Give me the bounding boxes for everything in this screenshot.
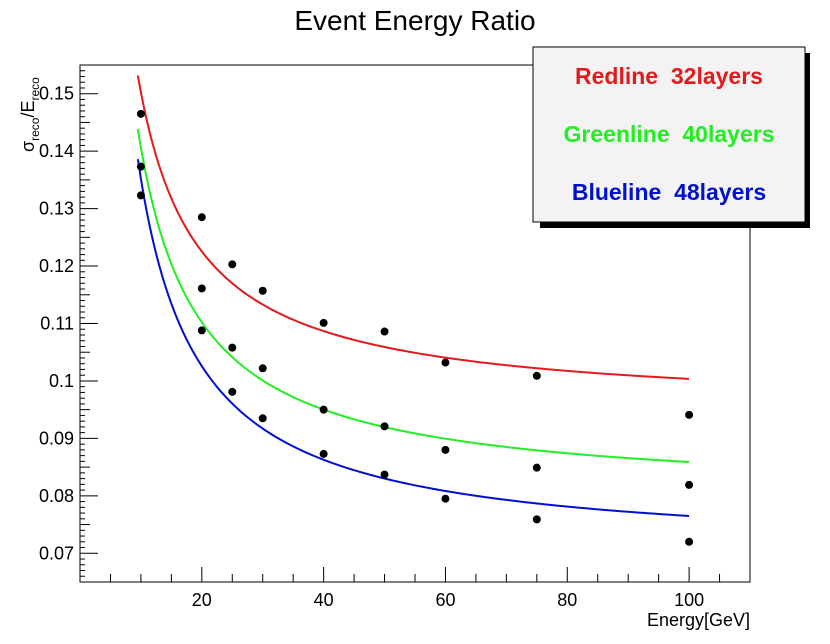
y-title-e: E — [18, 101, 38, 113]
data-point — [441, 358, 450, 367]
fit-curve-2 — [136, 129, 690, 463]
x-tick-label: 60 — [435, 590, 455, 610]
y-axis-title: σreco/Ereco — [18, 77, 42, 152]
data-point — [258, 364, 267, 373]
y-tick-label: 0.07 — [39, 543, 74, 563]
y-tick-label: 0.08 — [39, 486, 74, 506]
legend: Redline 32layers Greenline 40layers Blueli… — [532, 46, 810, 228]
y-tick-label: 0.1 — [49, 371, 74, 391]
data-point — [197, 326, 206, 335]
y-tick-label: 0.12 — [39, 256, 74, 276]
fit-curves — [136, 75, 690, 517]
legend-entry-2: Greenline 40layers — [564, 121, 775, 147]
data-point — [380, 422, 389, 431]
data-point — [685, 537, 694, 546]
y-tick-label: 0.09 — [39, 428, 74, 448]
y-title-sigma: σ — [18, 141, 38, 152]
data-point — [532, 371, 541, 380]
data-point — [380, 327, 389, 336]
legend-entry-3: Blueline 48layers — [572, 179, 766, 205]
data-point — [258, 414, 267, 423]
data-point — [532, 463, 541, 472]
data-point — [197, 284, 206, 293]
data-point — [319, 405, 328, 414]
data-point — [319, 449, 328, 458]
data-point — [380, 470, 389, 479]
data-point — [228, 387, 237, 396]
fit-curve-3 — [136, 159, 690, 517]
legend-box — [532, 46, 806, 223]
data-point — [228, 343, 237, 352]
y-tick-label: 0.15 — [39, 84, 74, 104]
data-point — [136, 162, 145, 171]
data-point — [258, 286, 267, 295]
fit-curve-1 — [136, 75, 690, 380]
data-point — [136, 191, 145, 200]
data-point — [685, 480, 694, 489]
data-point — [228, 260, 237, 269]
y-tick-label: 0.11 — [40, 314, 74, 334]
y-tick-label: 0.13 — [39, 199, 74, 219]
y-axis: 0.07 0.08 0.09 0.1 0.11 0.12 0.13 0.14 0.15 — [39, 64, 98, 583]
chart-title: Event Energy Ratio — [294, 5, 535, 36]
data-point — [136, 109, 145, 118]
x-tick-label: 80 — [557, 590, 577, 610]
y-tick-label: 0.14 — [39, 141, 74, 161]
legend-entry-1: Redline 32layers — [575, 63, 763, 89]
x-axis-title: Energy[GeV] — [647, 610, 750, 630]
y-title-sigma-sub: reco — [28, 117, 42, 141]
data-point — [441, 494, 450, 503]
data-points — [136, 109, 694, 546]
data-point — [319, 318, 328, 327]
data-point — [441, 445, 450, 454]
data-point — [532, 515, 541, 524]
y-title-e-sub: reco — [28, 77, 42, 101]
x-axis: 20 40 60 80 100 — [79, 567, 751, 610]
x-tick-label: 40 — [314, 590, 334, 610]
data-point — [685, 410, 694, 419]
x-tick-label: 20 — [192, 590, 212, 610]
data-point — [197, 213, 206, 222]
x-tick-label: 100 — [674, 590, 704, 610]
